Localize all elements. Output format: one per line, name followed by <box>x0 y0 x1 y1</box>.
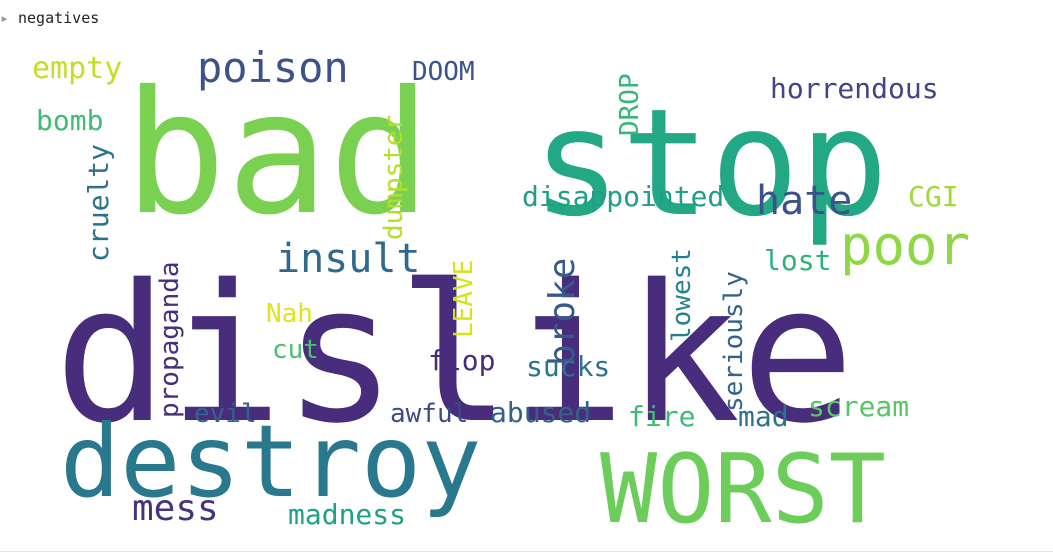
cloud-word-scream: scream <box>808 390 909 423</box>
cloud-word-madness: madness <box>288 498 406 531</box>
cloud-word-bad: bad <box>124 55 431 253</box>
cloud-word-awful: awful <box>390 399 468 429</box>
cloud-word-cut: cut <box>272 335 319 365</box>
cloud-word-broke: broke <box>542 258 583 366</box>
cloud-word-poor: poor <box>840 214 970 277</box>
cloud-word-doom: DOOM <box>412 57 475 87</box>
cloud-word-flop: flop <box>428 344 495 377</box>
cloud-word-hate: hate <box>756 178 852 224</box>
cloud-word-mad: mad <box>738 400 789 433</box>
cloud-word-horrendous: horrendous <box>770 72 939 105</box>
cloud-word-dumpster: dumpster <box>379 115 409 240</box>
cloud-word-lost: lost <box>764 244 831 277</box>
cloud-word-mess: mess <box>132 488 219 529</box>
cell-divider <box>0 551 1053 552</box>
cloud-word-seriously: seriously <box>719 271 749 412</box>
cloud-word-lowest: lowest <box>667 248 697 342</box>
cloud-word-propaganda: propaganda <box>155 261 185 418</box>
cloud-word-cgi: CGI <box>908 180 959 213</box>
output-caret: ▸ <box>0 9 10 27</box>
cloud-word-leave: LEAVE <box>449 260 479 338</box>
cloud-word-insult: insult <box>276 236 421 282</box>
cloud-word-dislike: dislike <box>54 244 855 465</box>
cloud-word-sucks: sucks <box>526 350 610 383</box>
cloud-word-fire: fire <box>628 400 695 433</box>
cloud-word-bomb: bomb <box>36 104 103 137</box>
cloud-word-worst: WORST <box>600 435 886 536</box>
cloud-word-disappointed: disappointed <box>522 180 724 213</box>
cloud-word-abused: abused <box>490 396 591 429</box>
output-label: negatives <box>18 9 100 27</box>
cloud-word-drop: DROP <box>615 73 645 136</box>
cloud-word-stop: stop <box>532 77 888 249</box>
cloud-word-cruelty: cruelty <box>82 144 115 262</box>
cloud-word-empty: empty <box>32 51 122 86</box>
cloud-word-destroy: destroy <box>60 403 481 520</box>
cloud-word-nah: Nah <box>266 299 313 329</box>
cloud-word-evil: evil <box>194 399 257 429</box>
cloud-word-poison: poison <box>197 43 349 92</box>
